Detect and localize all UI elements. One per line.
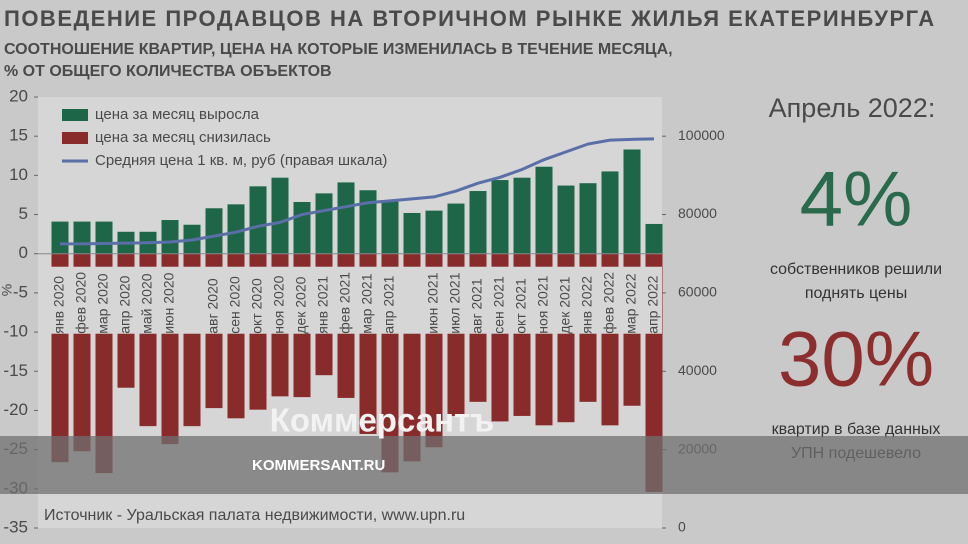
bar [337, 182, 355, 254]
legend-swatch [62, 132, 88, 144]
x-tick-label: окт 2021 [513, 278, 529, 334]
x-tick-label: мар 2021 [359, 273, 375, 333]
legend-label: Средняя цена 1 кв. м, руб (правая шкала) [95, 152, 387, 169]
bar [601, 171, 619, 254]
panel-heading: Апрель 2022: [769, 93, 936, 123]
y2-tick-label: 40000 [678, 362, 717, 378]
subtitle: СООТНОШЕНИЕ КВАРТИР, ЦЕНА НА КОТОРЫЕ ИЗМ… [4, 41, 673, 58]
x-tick-label: дек 2021 [557, 276, 573, 333]
y-tick-label: 0 [19, 243, 28, 262]
y-tick-label: 15 [9, 126, 28, 145]
x-tick-label: янв 2022 [579, 276, 595, 334]
x-tick-label: апр 2022 [645, 275, 661, 333]
x-tick-label: сен 2020 [227, 276, 243, 334]
y2-tick-label: 80000 [678, 205, 717, 221]
x-tick-label: фев 2020 [73, 272, 89, 334]
bar [447, 203, 465, 254]
x-tick-label: фев 2022 [601, 272, 617, 334]
y2-tick-label: 60000 [678, 284, 717, 300]
y-tick-label: 5 [19, 204, 28, 223]
bar [425, 210, 443, 254]
bar [161, 220, 179, 254]
x-tick-label: мар 2022 [623, 273, 639, 333]
bar [205, 208, 223, 254]
watermark-logo: Коммерсантъ [270, 402, 494, 439]
bar [271, 177, 289, 254]
x-tick-label: апр 2020 [117, 275, 133, 333]
bar [513, 177, 531, 254]
y2-tick-label: 100000 [678, 127, 725, 143]
stat-value: 4% [800, 155, 913, 243]
legend-label: цена за месяц снизилась [95, 129, 271, 146]
stat-value: 30% [778, 315, 934, 403]
y-tick-label: -15 [3, 361, 28, 380]
x-tick-label: июн 2021 [425, 272, 441, 333]
x-tick-label: фев 2021 [337, 272, 353, 334]
bar [557, 185, 575, 254]
bar [535, 166, 553, 254]
x-tick-label: июл 2021 [447, 272, 463, 333]
bar [227, 204, 245, 254]
y-axis-label: % [0, 284, 15, 296]
x-tick-label: янв 2020 [51, 276, 67, 334]
bar [73, 221, 91, 254]
x-tick-label: авг 2020 [205, 278, 221, 334]
bar [623, 149, 641, 254]
x-tick-label: авг 2021 [469, 278, 485, 334]
y-tick-label: -35 [3, 517, 28, 536]
chart-title: ПОВЕДЕНИЕ ПРОДАВЦОВ НА ВТОРИЧНОМ РЫНКЕ Ж… [4, 6, 936, 31]
legend-swatch [62, 109, 88, 121]
x-tick-label: май 2020 [139, 273, 155, 333]
y-tick-label: -5 [13, 282, 28, 301]
bar [249, 186, 267, 254]
watermark-url: KOMMERSANT.RU [252, 457, 385, 474]
side-panel: 4% собственников решили поднять цены 30% ква… [770, 155, 942, 463]
x-tick-label: ноя 2021 [535, 275, 551, 333]
legend-label: цена за месяц выросла [95, 106, 260, 123]
bar [95, 221, 113, 254]
x-tick-label: окт 2020 [249, 278, 265, 334]
subtitle: % ОТ ОБЩЕГО КОЛИЧЕСТВА ОБЪЕКТОВ [4, 63, 332, 80]
x-tick-label: июн 2020 [161, 272, 177, 333]
stat-text: квартир в базе данных [772, 421, 941, 438]
x-tick-label: мар 2020 [95, 273, 111, 333]
y-tick-label: 10 [9, 165, 28, 184]
bar [293, 202, 311, 254]
bar [315, 193, 333, 254]
y-tick-label: -20 [3, 400, 28, 419]
plot: -35-30-25-20-15-10-505101520020000400006… [3, 86, 725, 536]
bar [491, 180, 509, 254]
stat-text: поднять цены [805, 285, 907, 302]
x-tick-label: янв 2021 [315, 276, 331, 334]
x-tick-label: дек 2020 [293, 276, 309, 333]
bar [645, 223, 663, 254]
bar [381, 200, 399, 254]
stat-text: собственников решили [770, 261, 942, 278]
bar [359, 190, 377, 254]
source: Источник - Уральская палата недвижимости… [44, 507, 465, 524]
y2-tick-label: 0 [678, 519, 686, 535]
x-tick-label: сен 2021 [491, 276, 507, 334]
watermark-band [0, 436, 968, 494]
bar [579, 183, 597, 254]
x-tick-label: апр 2021 [381, 275, 397, 333]
bar [51, 221, 69, 254]
x-tick-label: ноя 2020 [271, 275, 287, 333]
price-line [60, 137, 655, 246]
bar [403, 212, 421, 254]
y-tick-label: -10 [3, 322, 28, 341]
y-tick-label: 20 [9, 86, 28, 105]
bar [469, 191, 487, 254]
category-band [38, 266, 662, 334]
